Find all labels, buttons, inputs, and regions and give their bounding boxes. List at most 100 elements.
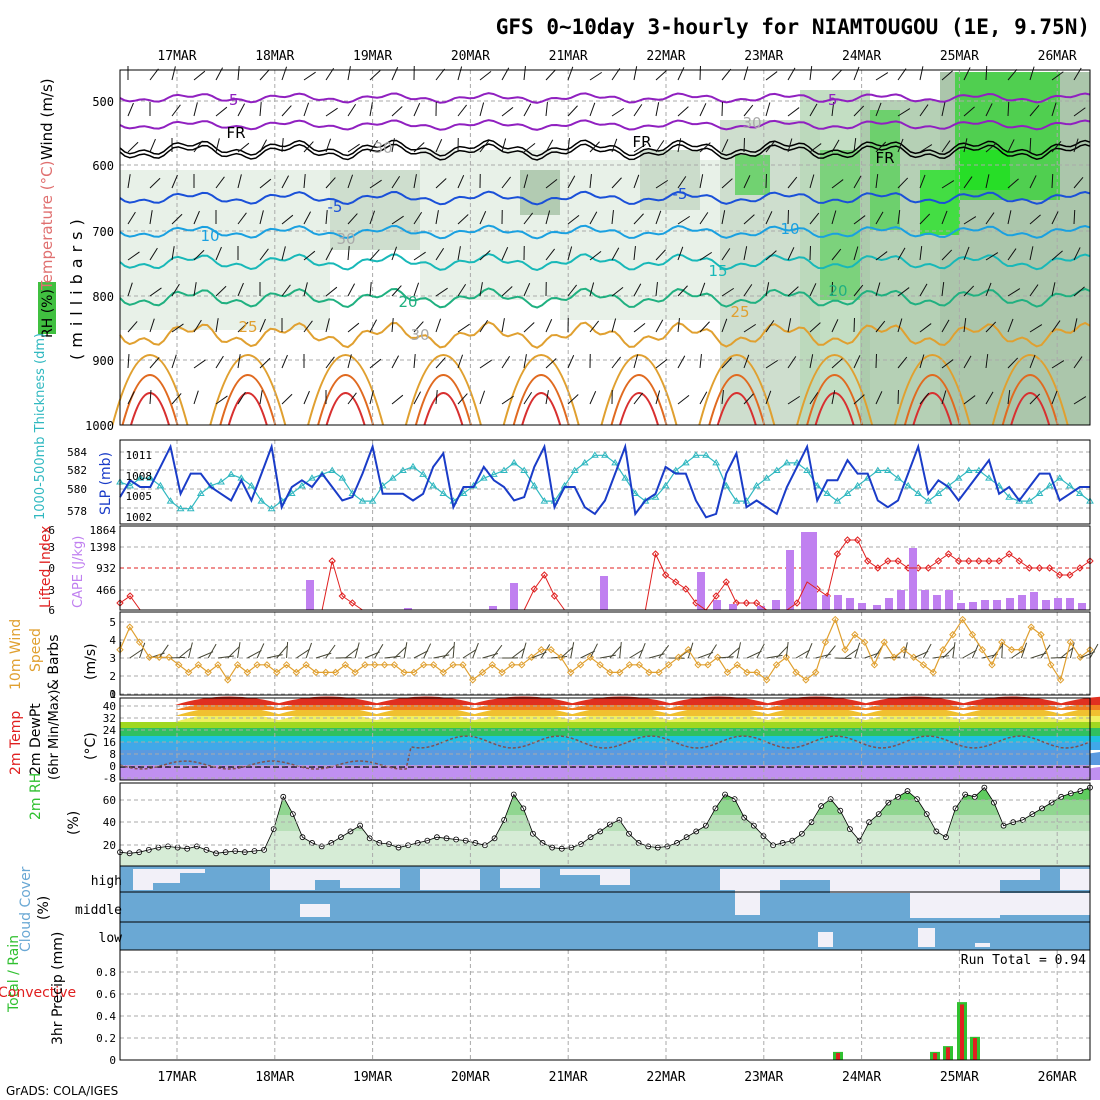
wind10-barb [247, 649, 262, 659]
wind-barb [545, 210, 551, 225]
wind-barb [149, 247, 158, 261]
wind-barb [369, 282, 372, 297]
wind-barb [831, 210, 837, 225]
wind-barb [149, 68, 159, 81]
wind-barb [1029, 324, 1043, 333]
li-point [722, 578, 730, 586]
wind-barb [127, 353, 130, 369]
wind-barb [765, 140, 776, 153]
wind-barb [1051, 173, 1054, 189]
wind-barb [1073, 356, 1083, 369]
wind-barb [853, 138, 857, 153]
wind-barb [699, 212, 709, 225]
wind-barb [963, 176, 973, 189]
credit-label: GrADS: COLA/IGES [6, 1084, 118, 1098]
contour-label: 10 [780, 220, 799, 238]
cloud-cover-block [780, 869, 830, 880]
freezing-level-line [119, 139, 1091, 157]
wind10-tick: 2 [109, 670, 116, 683]
li-point [1045, 564, 1054, 572]
cape-bar [600, 576, 608, 610]
wind-barb [633, 354, 639, 369]
cloud-cover-block [300, 904, 330, 917]
wind-barb [875, 320, 886, 333]
wind-barb [435, 318, 442, 333]
cape-bar [1066, 598, 1074, 610]
wind-barb [589, 250, 602, 261]
wind-barb [501, 247, 509, 261]
wind10-barb [638, 642, 646, 659]
li-point [853, 536, 862, 544]
wind-barb [413, 282, 420, 297]
wind-barb [325, 177, 336, 189]
wind-barb [655, 102, 660, 117]
wind-barb [567, 66, 574, 81]
temp-contour-minus5-low [119, 119, 1091, 131]
wind-speed-point [949, 630, 957, 639]
cloud-cover-block [600, 869, 630, 885]
wind-barb [149, 357, 160, 369]
wind-barb [303, 211, 312, 225]
wind-barb [369, 390, 374, 405]
wind10-barb [384, 655, 401, 659]
wind-barb [237, 212, 247, 225]
wind10-barb [227, 646, 240, 659]
wind-barb [501, 286, 513, 297]
cape-bar [489, 606, 497, 610]
wind-barb [259, 248, 269, 261]
pressure-tick: 600 [92, 159, 114, 173]
wind-barb [787, 138, 793, 153]
precip-convective-bar [933, 1053, 937, 1060]
cape-bar [757, 606, 765, 610]
bottom-date-label: 25MAR [940, 1070, 979, 1085]
wind-barb [897, 177, 909, 189]
wind10-barb [423, 643, 432, 659]
thickness-tick: 580 [67, 483, 87, 496]
top-date-label: 24MAR [842, 49, 881, 64]
wind-barb [985, 212, 995, 225]
top-date-label: 21MAR [549, 49, 588, 64]
wind-barb [259, 318, 266, 333]
wind10-barb [433, 654, 450, 659]
wind-barb [281, 284, 291, 297]
wind-barb [435, 357, 446, 369]
wind-barb [479, 359, 492, 369]
wind10-barb [619, 642, 622, 659]
wind10-barb [933, 655, 950, 659]
surface-temp-contour [796, 354, 874, 426]
contour-label: 20 [828, 282, 847, 300]
top-date-label: 23MAR [744, 49, 783, 64]
wind-barb [479, 319, 489, 333]
wind-speed-point [1047, 661, 1055, 669]
thickness-point [227, 470, 236, 477]
wind-barb [281, 138, 284, 153]
wind-barb [479, 282, 483, 297]
wind-barb [193, 319, 202, 333]
wind-speed-point [233, 661, 242, 669]
cloud-cover-block [500, 869, 540, 888]
wind-barb [1007, 101, 1010, 117]
wind-barb [589, 282, 595, 297]
wind-barb [875, 391, 883, 405]
surface-temp-contour [1001, 374, 1059, 426]
wind-barb [479, 140, 490, 153]
wind-barb [633, 143, 647, 153]
temp-stripe [120, 722, 1090, 728]
wind-barb [325, 286, 338, 297]
wind-barb [611, 286, 624, 297]
wind-barb [391, 285, 402, 297]
wind-barb [523, 283, 531, 297]
cloud-cover-block [900, 869, 1000, 893]
wind-barb [413, 354, 416, 369]
surface-temp-contour [619, 392, 659, 426]
surface-temp-contour [903, 374, 961, 426]
wind-barb [721, 390, 724, 405]
wind10-barb [188, 642, 193, 659]
thickness-point [722, 481, 731, 489]
wind-barb [413, 211, 423, 225]
wind-barb [369, 210, 376, 225]
wind-barb [369, 179, 382, 189]
wind-barb [1029, 104, 1040, 117]
wind10-barb [1089, 643, 1099, 659]
wind10-barb [971, 643, 980, 659]
